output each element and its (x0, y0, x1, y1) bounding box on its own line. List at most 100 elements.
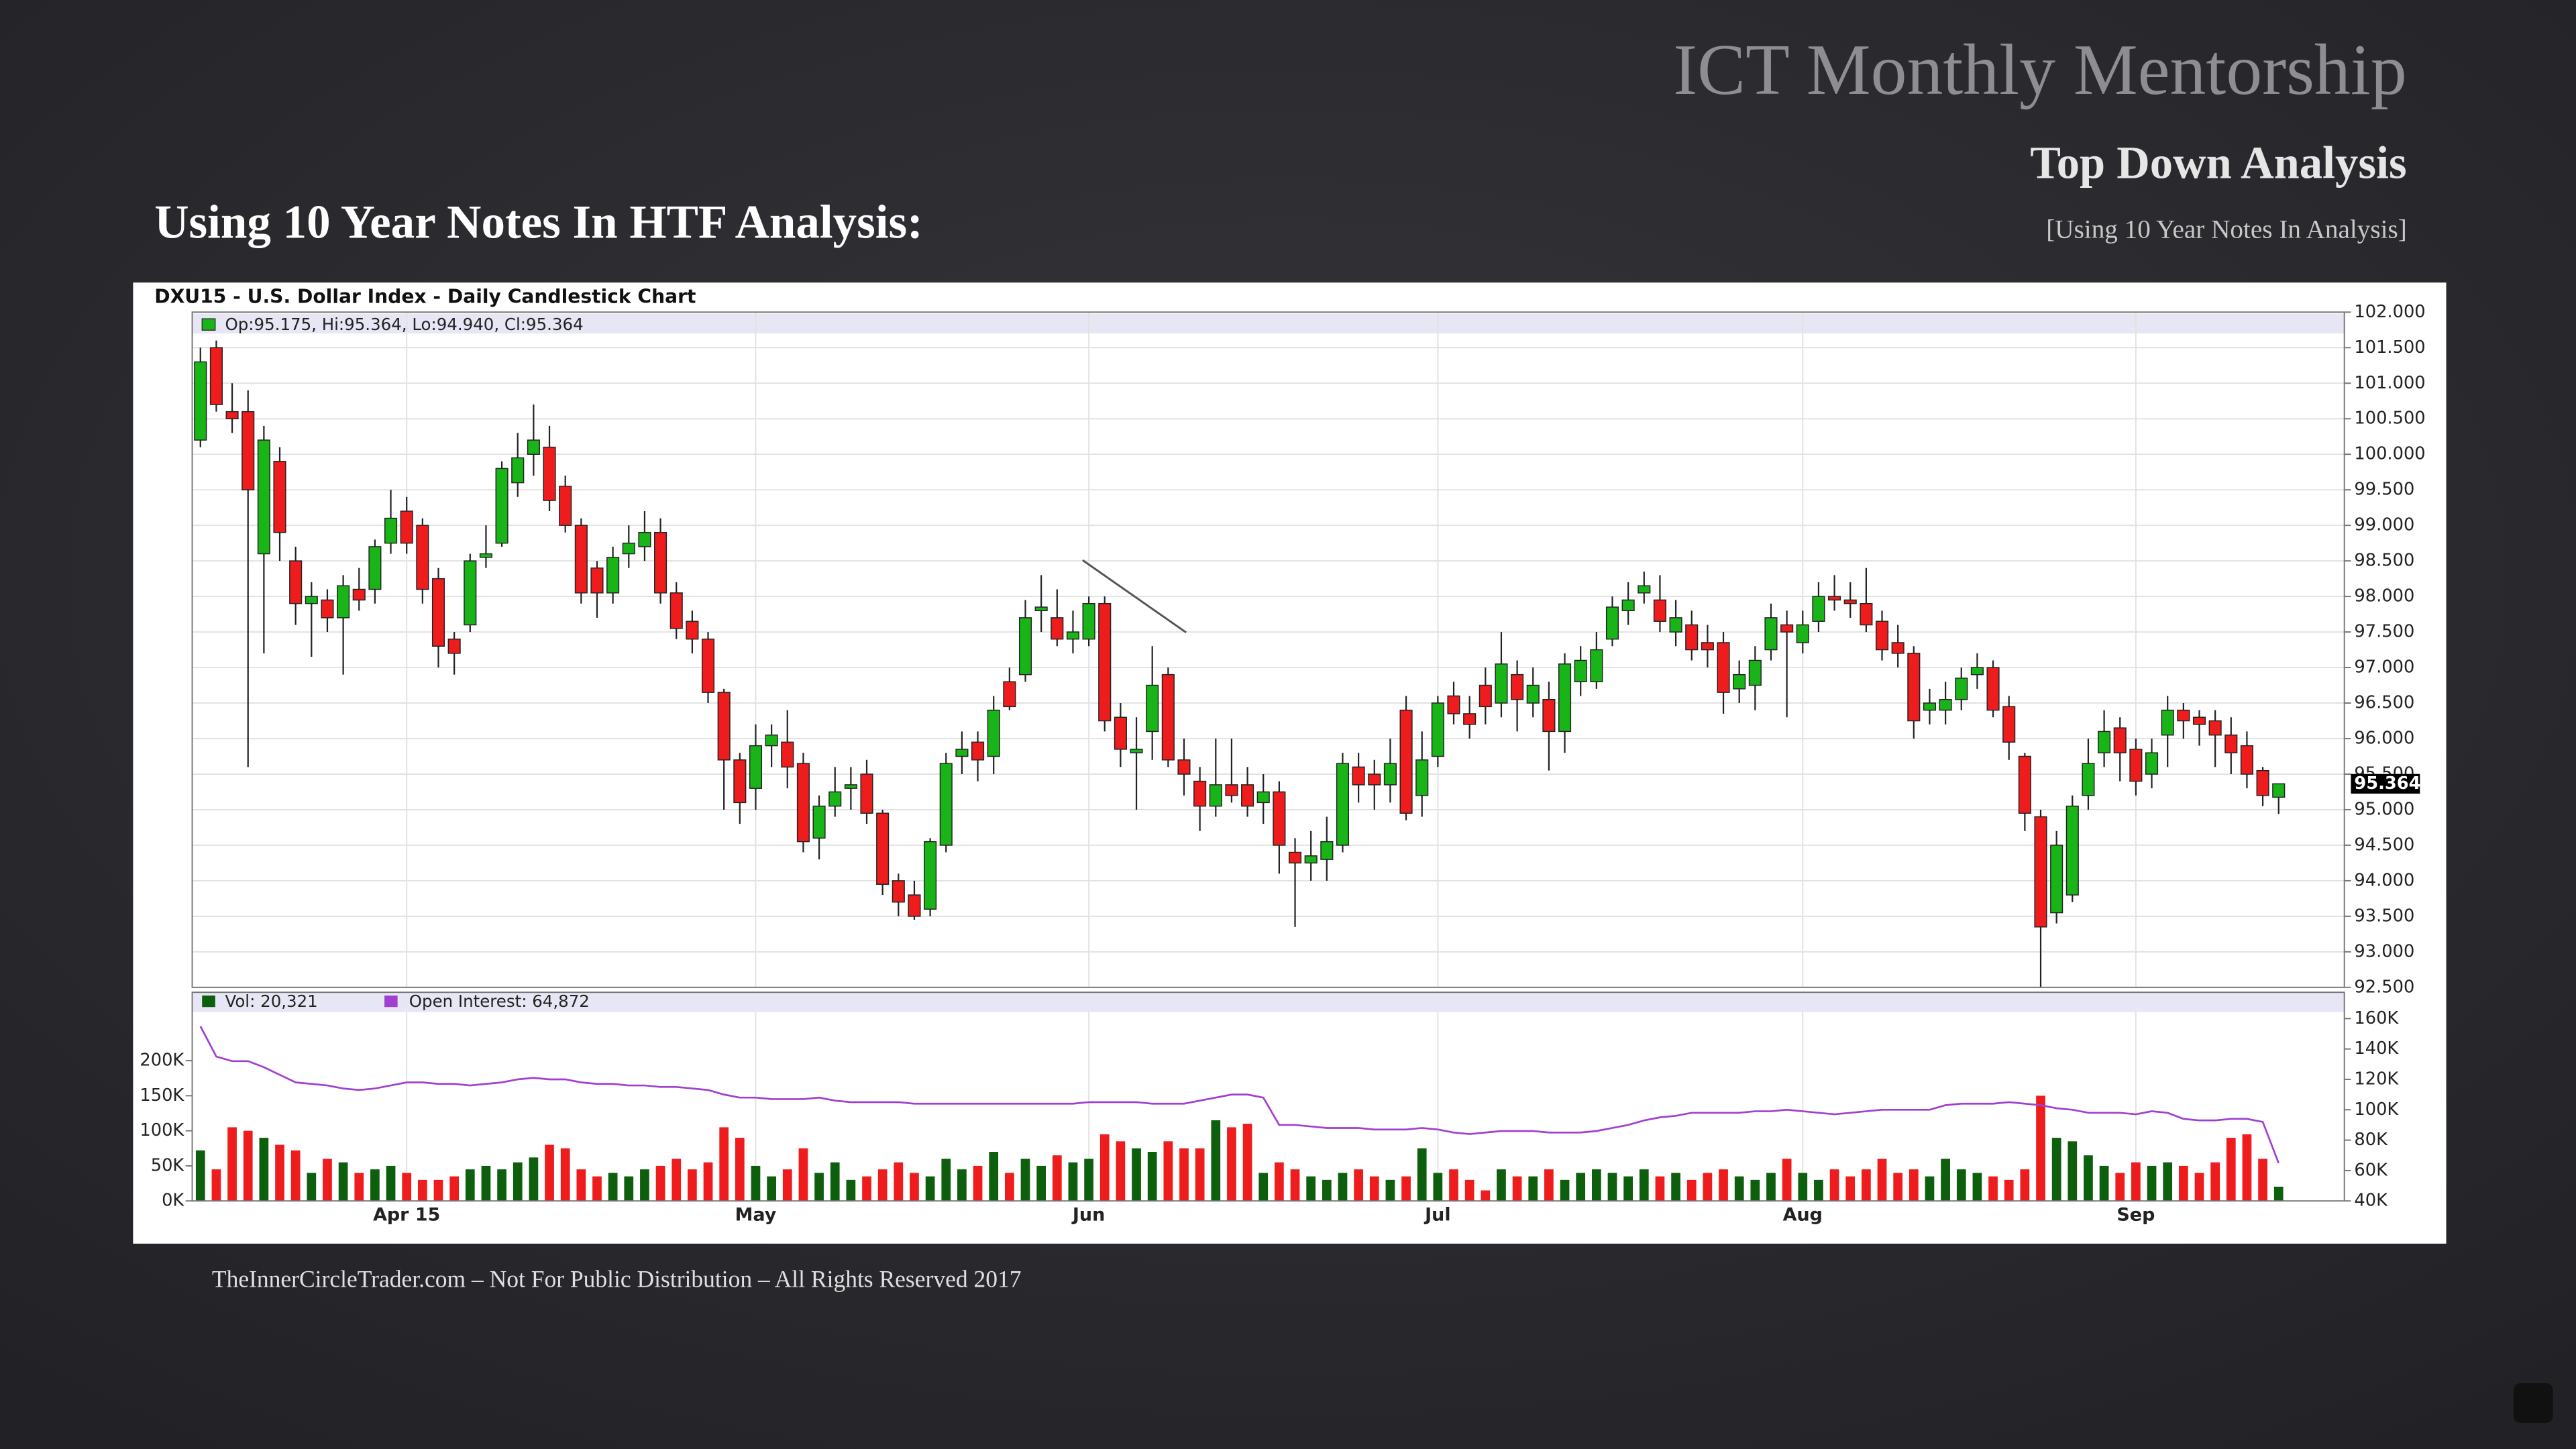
y-tick-label: 50K (151, 1155, 185, 1175)
volume-bar (925, 1176, 935, 1201)
candle-body (1748, 659, 1762, 686)
legend-band (192, 992, 2345, 1012)
volume-bar (1576, 1173, 1586, 1201)
candle-body (717, 692, 731, 761)
candle-body (1383, 763, 1397, 786)
candle-body (812, 805, 826, 839)
candle-body (971, 741, 985, 761)
x-tick-label: Sep (2116, 1205, 2155, 1226)
last-price-box (2351, 773, 2420, 794)
candle-body (194, 361, 207, 441)
y-tick-label: 97.000 (2354, 657, 2414, 678)
volume-bar (545, 1144, 554, 1201)
volume-bar (243, 1130, 253, 1201)
volume-bar (2068, 1141, 2078, 1201)
y2-tick-label: 60K (2354, 1160, 2388, 1180)
candle-body (2161, 709, 2174, 736)
volume-bar (2210, 1162, 2220, 1201)
legend-swatch (201, 318, 216, 331)
candle-body (495, 468, 508, 544)
candle-body (1415, 759, 1429, 796)
candle-body (844, 784, 857, 789)
volume-bar (2115, 1173, 2125, 1201)
volume-bar (1686, 1179, 1697, 1201)
candle-body (1368, 773, 1381, 786)
candle-body (241, 411, 255, 490)
candle-body (574, 525, 588, 594)
volume-bar (941, 1159, 951, 1201)
candle-body (511, 457, 525, 484)
volume-bar (862, 1176, 871, 1201)
candle-body (1828, 596, 1841, 601)
candle-body (416, 525, 429, 590)
volume-bar (497, 1169, 506, 1201)
volume-bar (1941, 1159, 1950, 1201)
candle-body (1114, 716, 1127, 750)
volume-bar (1369, 1176, 1379, 1201)
candle-body (543, 446, 556, 501)
candle-body (1939, 699, 1952, 711)
candle-body (2018, 755, 2031, 814)
candle-body (1003, 681, 1016, 708)
candle-body (669, 592, 683, 629)
volume-bar (2147, 1165, 2157, 1201)
candle-body (1098, 602, 1112, 722)
candle-body (876, 812, 890, 885)
volume-bar (1464, 1179, 1474, 1201)
candle-body (209, 347, 223, 405)
y-tick-label: 0K (162, 1191, 184, 1211)
x-tick-label: Aug (1783, 1205, 1823, 1226)
candle-body (2224, 734, 2238, 753)
volume-bar (211, 1169, 221, 1201)
candle-body (1051, 617, 1064, 640)
y-tick-label: 97.500 (2354, 622, 2414, 642)
volume-bar (1893, 1173, 1903, 1201)
volume-bar (767, 1176, 776, 1201)
volume-bar (417, 1179, 427, 1201)
volume-bar (1544, 1169, 1554, 1201)
volume-bar (735, 1138, 745, 1201)
volume-bar (307, 1173, 317, 1201)
footer: TheInnerCircleTrader.com – Not For Publi… (212, 1265, 1022, 1292)
volume-bar (1750, 1179, 1760, 1201)
candle-body (1590, 649, 1603, 682)
candle-body (622, 542, 635, 555)
candle-body (1479, 684, 1492, 708)
price-frame (191, 311, 2345, 988)
candle-body (1256, 791, 1270, 804)
candle-body (1717, 642, 1730, 693)
candle-body (321, 599, 334, 619)
candle-body (1875, 621, 1889, 651)
candle-body (733, 759, 747, 804)
volume-bar (1052, 1155, 1062, 1201)
candle-body (400, 511, 413, 544)
candle-body (1843, 599, 1857, 604)
volume-bar (275, 1144, 284, 1201)
volume-bar (1195, 1148, 1205, 1201)
candle-body (1320, 841, 1334, 860)
volume-bar (1099, 1134, 1110, 1201)
candle-body (337, 585, 350, 619)
y-tick-label: 100K (140, 1120, 184, 1140)
volume-bar (719, 1127, 729, 1201)
volume-bar (370, 1169, 380, 1201)
volume-bar (1734, 1176, 1744, 1201)
candle-body (1891, 642, 1904, 654)
volume-bar (1862, 1169, 1871, 1201)
y-tick-label: 101.000 (2354, 373, 2425, 393)
open-interest-line (199, 1026, 2279, 1164)
slide-title: ICT Monthly Mentorship (1673, 30, 2407, 110)
volume-bar (1655, 1176, 1665, 1201)
volume-bar (1639, 1169, 1649, 1201)
candle-body (654, 532, 667, 594)
volume-bar (1417, 1148, 1427, 1201)
volume-bar (1163, 1141, 1173, 1201)
volume-bar (1560, 1179, 1570, 1201)
y-tick-label: 150K (140, 1085, 184, 1106)
corner-icon (2513, 1383, 2553, 1423)
volume-bar (1354, 1169, 1363, 1201)
volume-bar (2163, 1162, 2173, 1201)
volume-bar (386, 1165, 396, 1201)
volume-bar (1877, 1159, 1887, 1201)
volume-bar (1275, 1162, 1284, 1201)
